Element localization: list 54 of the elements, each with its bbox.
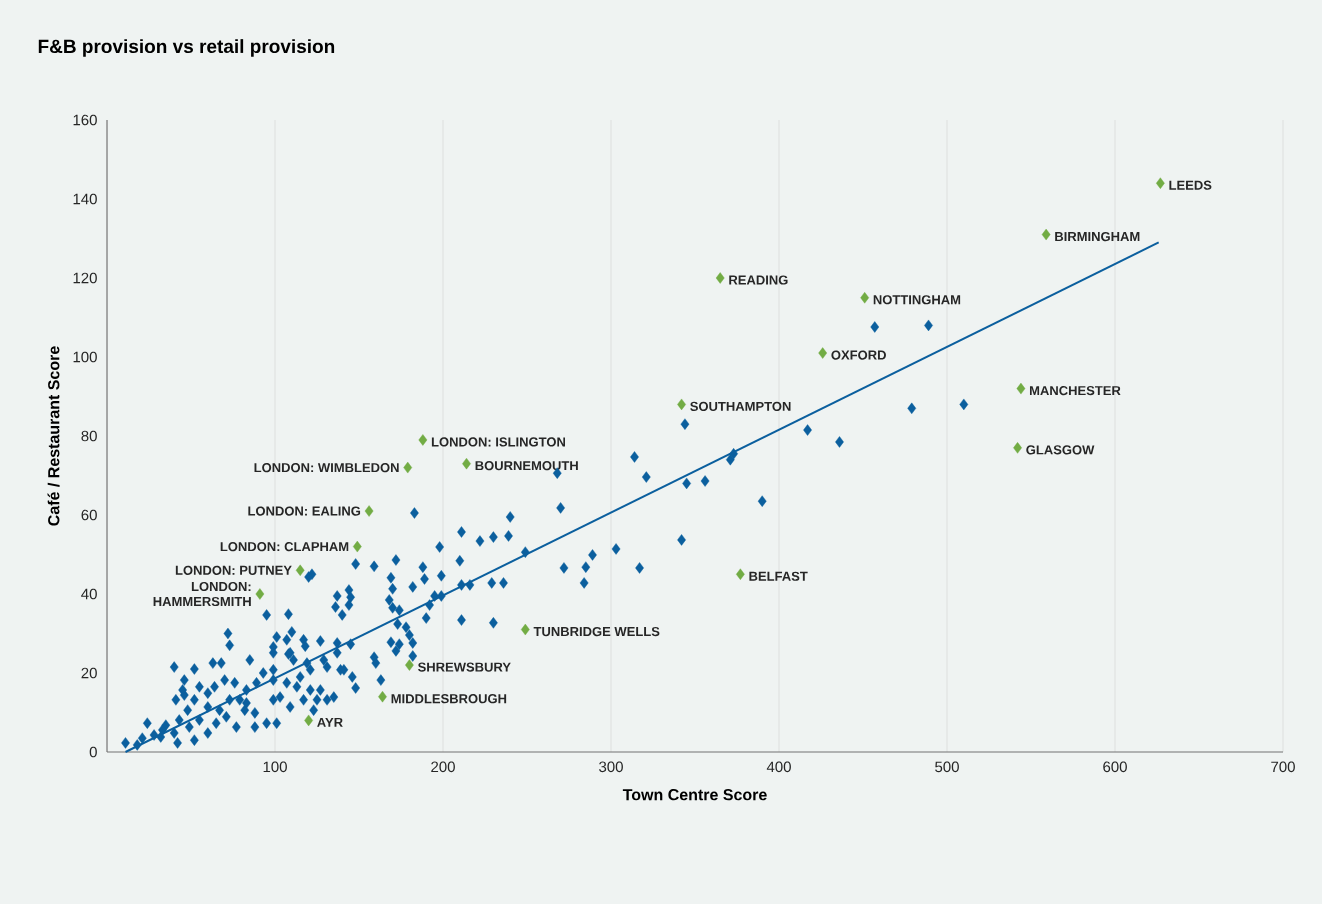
y-tick-label: 60	[81, 509, 97, 521]
annotation: LONDON: HAMMERSMITH	[153, 581, 251, 607]
point	[818, 347, 828, 359]
annotation: LONDON: CLAPHAM	[220, 541, 349, 552]
annotation: AYR	[317, 717, 343, 727]
y-tick-label: 160	[73, 114, 97, 126]
annotation: BIRMINGHAM	[1055, 231, 1140, 242]
point	[405, 659, 414, 671]
y-tick-label: 80	[81, 430, 97, 442]
annotation: LONDON: EALING	[248, 506, 361, 516]
annotation: READING	[729, 275, 788, 285]
y-tick-label: 20	[81, 667, 97, 679]
annotation: BELFAST	[749, 571, 808, 581]
x-tick-label: 600	[1103, 761, 1127, 773]
y-tick-label: 40	[81, 588, 97, 600]
x-tick-label: 700	[1271, 761, 1295, 773]
point	[364, 505, 374, 517]
point	[418, 434, 428, 446]
point	[1041, 228, 1051, 241]
x-tick-label: 400	[766, 761, 791, 773]
annotation: LEEDS	[1169, 180, 1212, 190]
x-tick-label: 500	[935, 761, 959, 773]
point	[403, 461, 413, 474]
annotation: NOTTINGHAM	[873, 295, 961, 305]
point	[295, 564, 305, 576]
point	[1016, 382, 1026, 395]
y-tick-label: 140	[73, 193, 97, 205]
point	[1156, 177, 1165, 189]
x-tick-label: 300	[599, 761, 623, 773]
point	[1013, 442, 1022, 454]
annotation: LONDON: WIMBLEDON	[254, 462, 399, 473]
y-axis-title: Café / Restaurant Score	[47, 346, 60, 526]
point	[715, 272, 725, 284]
annotation: SOUTHAMPTON	[690, 401, 791, 411]
annotation: GLASGOW	[1026, 445, 1095, 455]
point	[378, 691, 387, 703]
annotation: OXFORD	[831, 350, 886, 360]
annotation: BOURNEMOUTH	[475, 461, 578, 471]
y-tick-label: 0	[89, 746, 97, 758]
annotation: MIDDLESBROUGH	[391, 694, 507, 704]
x-axis-title: Town Centre Score	[622, 789, 767, 801]
point	[860, 292, 870, 304]
x-tick-label: 100	[263, 761, 287, 773]
y-tick-label: 120	[73, 272, 97, 284]
point	[736, 568, 745, 580]
point	[255, 588, 265, 600]
x-tick-label: 200	[431, 761, 455, 773]
annotation: MANCHESTER	[1029, 385, 1121, 396]
annotation: TUNBRIDGE WELLS	[533, 626, 660, 637]
annotation: LONDON: PUTNEY	[175, 565, 292, 575]
y-tick-label: 100	[73, 351, 97, 363]
chart-title: F&B provision vs retail provision	[38, 39, 335, 57]
annotation: LONDON: ISLINGTON	[431, 437, 565, 447]
annotation: SHREWSBURY	[417, 662, 511, 672]
